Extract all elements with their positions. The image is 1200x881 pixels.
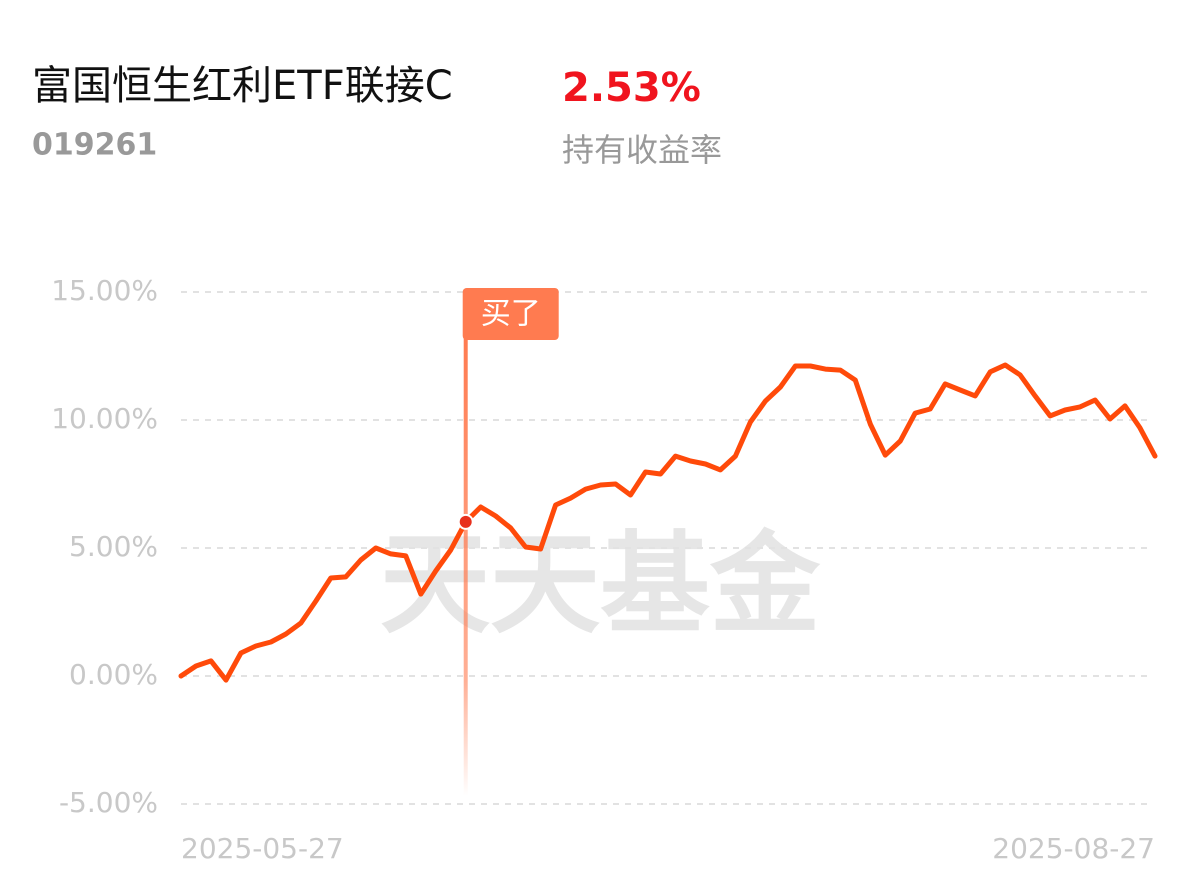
x-tick-label: 2025-05-27 <box>181 832 344 865</box>
series-line <box>178 362 1158 683</box>
buy-point <box>457 513 474 530</box>
annotation-line <box>463 336 468 796</box>
x-tick-label: 2025-08-27 <box>992 832 1155 865</box>
return-label: 持有收益率 <box>562 131 722 169</box>
annotation-label: 买了 <box>481 297 541 332</box>
y-tick-label: 5.00% <box>69 530 158 563</box>
annotation-box <box>462 288 559 340</box>
y-tick-label: 15.00% <box>51 274 158 307</box>
y-tick-label: -5.00% <box>59 786 158 819</box>
watermark: 天天基金 <box>380 520 821 648</box>
fund-code: 019261 <box>32 128 157 163</box>
y-tick-label: 0.00% <box>69 658 158 691</box>
chart-title: 富国恒生红利ETF联接C <box>32 63 453 109</box>
y-tick-label: 10.00% <box>51 402 158 435</box>
return-value: 2.53% <box>562 65 701 111</box>
